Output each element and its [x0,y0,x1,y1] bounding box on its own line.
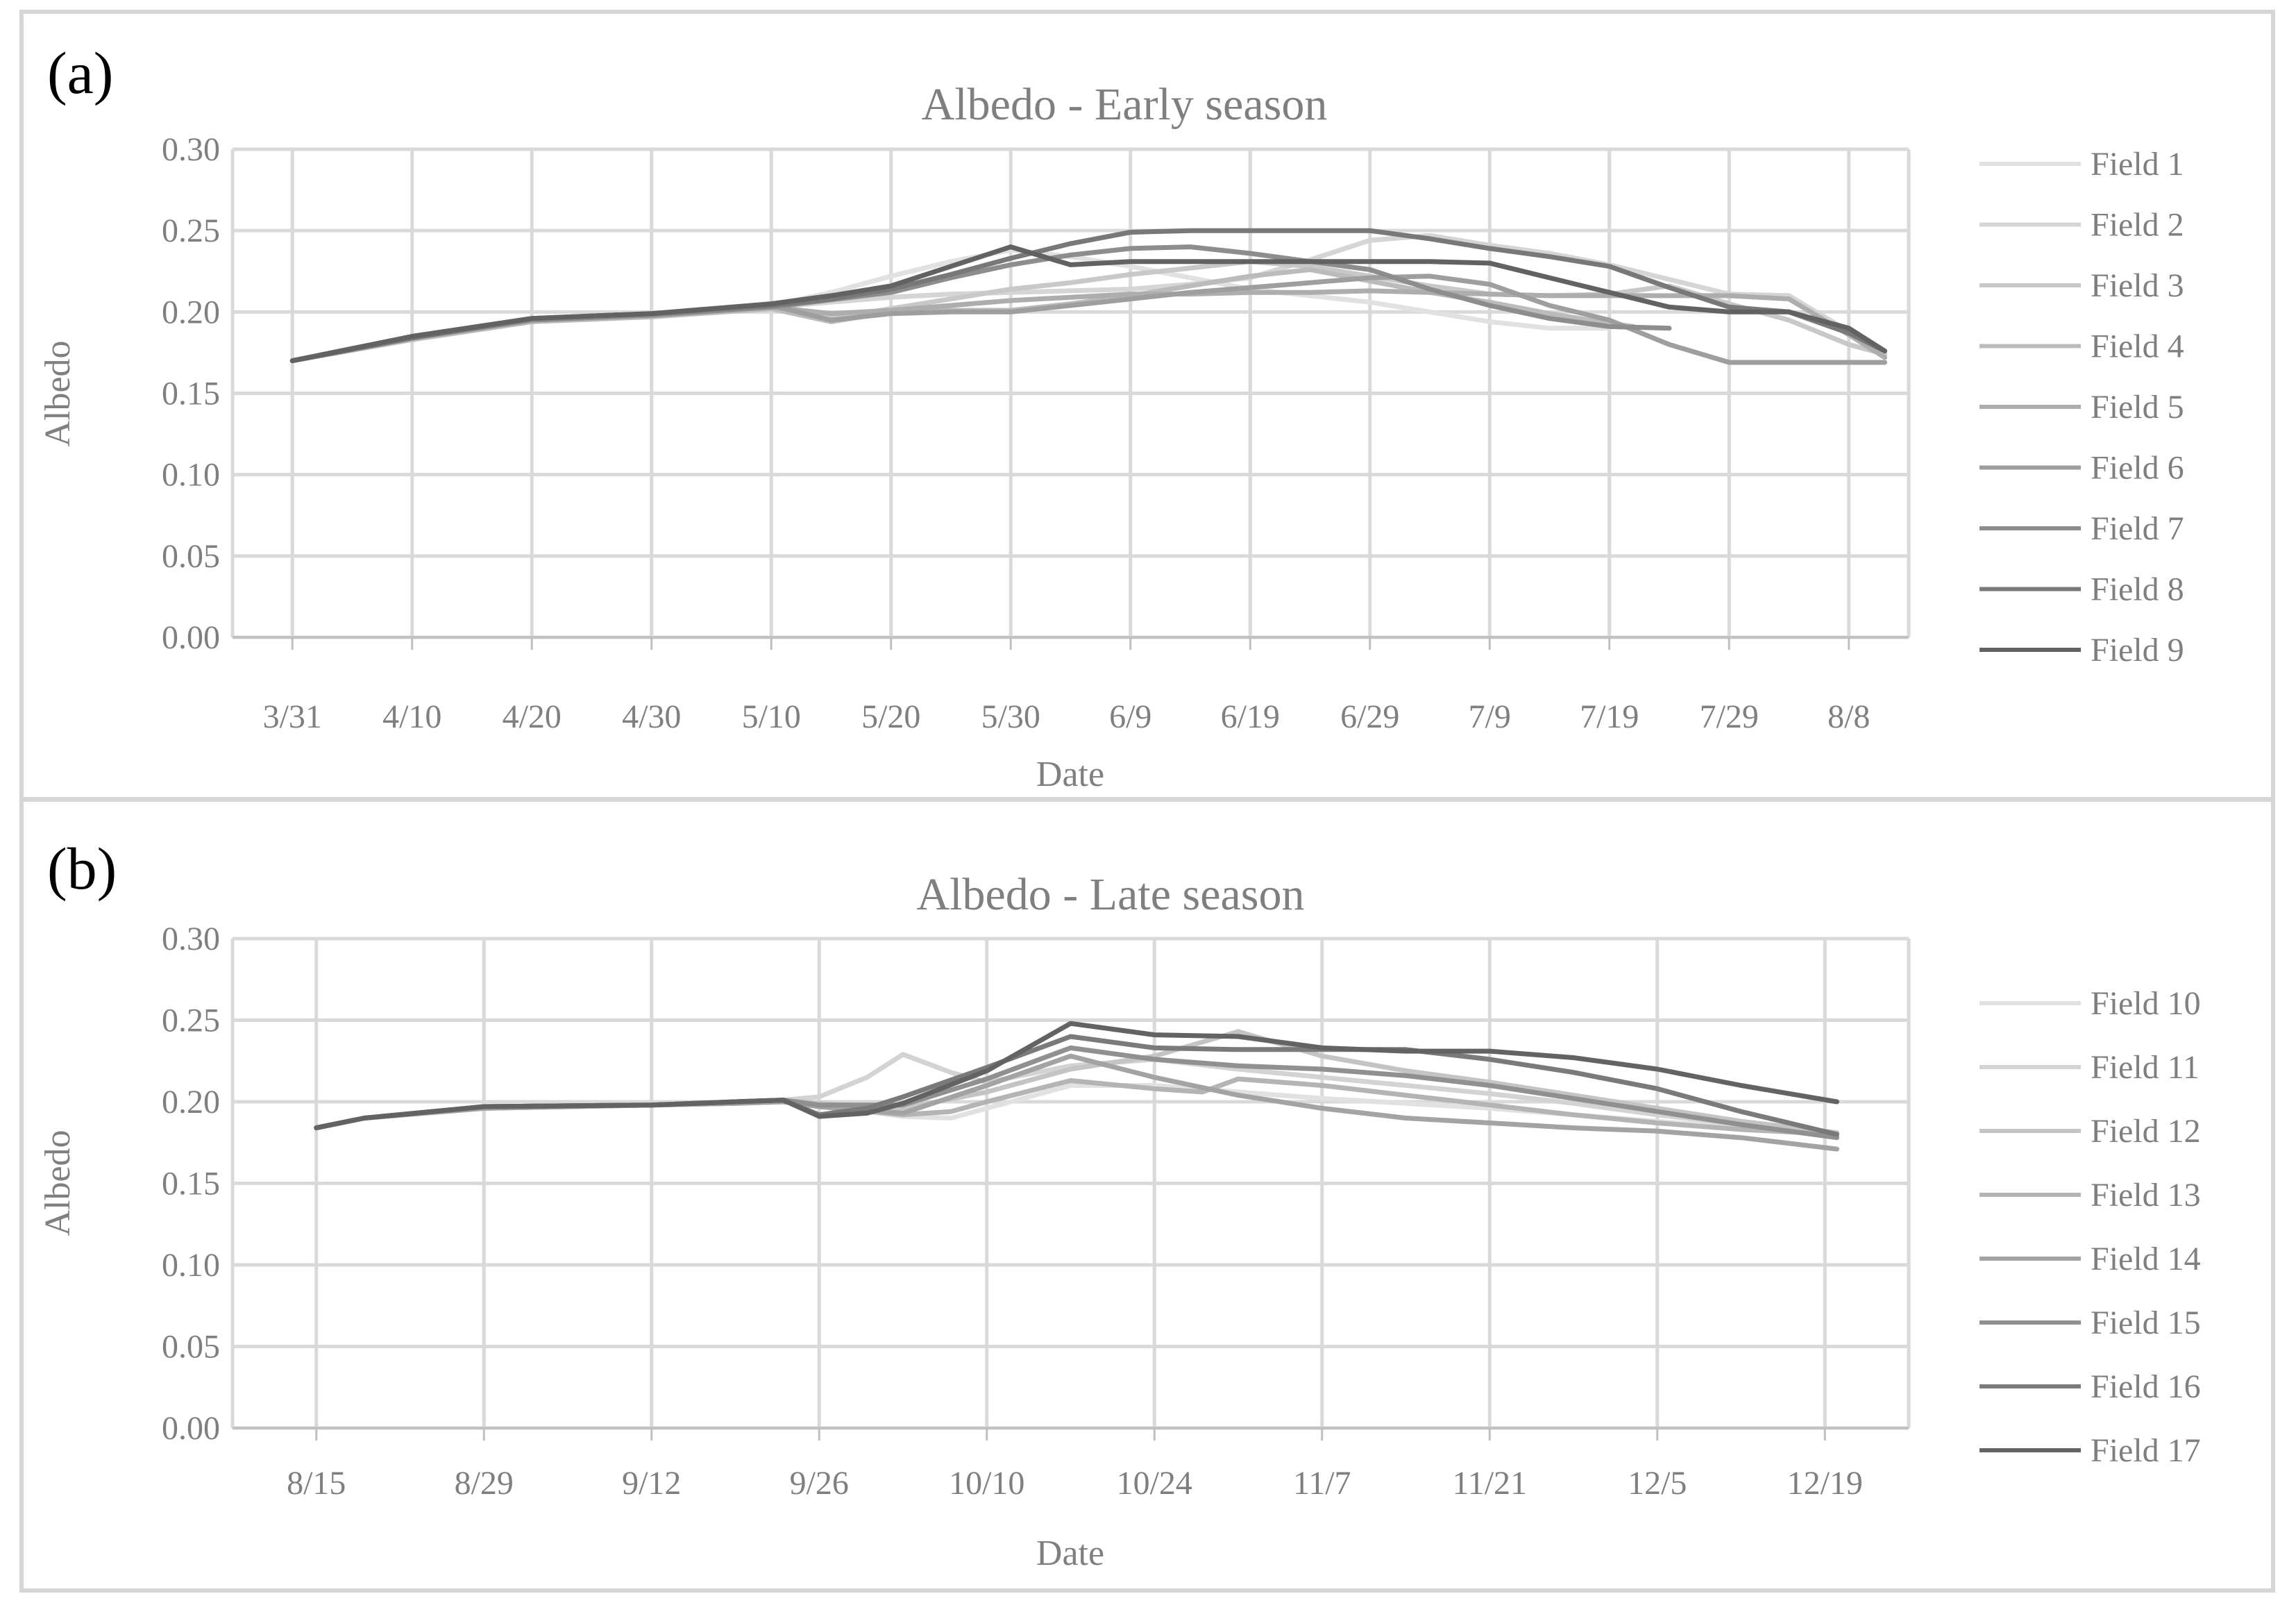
y-axis-tick-label: 0.00 [162,1410,220,1447]
legend-label: Field 7 [2091,510,2184,547]
panel-a-label: (a) [47,40,113,106]
legend-label: Field 13 [2091,1177,2201,1214]
x-axis-tick-label: 12/19 [1787,1465,1863,1502]
x-axis-tick-label: 9/12 [622,1465,681,1502]
chart-b-y-axis-title: Albedo [38,1130,78,1236]
x-axis-tick-label: 4/20 [503,698,562,735]
legend-label: Field 4 [2091,328,2184,365]
y-axis-tick-label: 0.25 [162,1002,220,1039]
x-axis-tick-label: 5/20 [861,698,920,735]
y-axis-tick-label: 0.15 [162,376,220,412]
legend-label: Field 11 [2091,1049,2200,1086]
chart-b-title: Albedo - Late season [917,869,1305,920]
legend-label: Field 6 [2091,450,2184,487]
y-axis-tick-label: 0.05 [162,538,220,575]
panel-divider [19,797,2275,802]
x-axis-tick-label: 4/10 [382,698,441,735]
x-axis-tick-label: 5/30 [981,698,1040,735]
y-axis-tick-label: 0.05 [162,1329,220,1366]
legend-label: Field 12 [2091,1113,2201,1150]
chart-early-season: 0.30 0.25 0.20 0.15 0.10 0.05 0.00 3/31 4/10 4/20… [38,40,2184,794]
legend-label: Field 3 [2091,267,2184,304]
x-axis-tick-label: 10/10 [949,1465,1024,1502]
chart-a-title: Albedo - Early season [922,79,1328,130]
legend-label: Field 8 [2091,571,2184,608]
y-axis-tick-label: 0.25 [162,212,220,249]
x-axis-tick-label: 4/30 [622,698,681,735]
x-axis-tick-label: 9/26 [790,1465,849,1502]
legend-label: Field 10 [2091,985,2201,1022]
x-axis-tick-label: 8/29 [455,1465,514,1502]
y-axis-tick-label: 0.10 [162,1247,220,1284]
chart-late-season: 0.30 0.25 0.20 0.15 0.10 0.05 0.00 8/15 8/29 9/12… [38,835,2201,1573]
legend-label: Field 5 [2091,389,2184,426]
x-axis-tick-label: 3/31 [263,698,322,735]
x-axis-tick-label: 5/10 [742,698,801,735]
y-axis-tick-label: 0.00 [162,619,220,656]
x-axis-tick-label: 8/15 [287,1465,346,1502]
x-axis-tick-label: 6/9 [1109,698,1151,735]
chart-a-y-axis-title: Albedo [38,340,78,446]
y-axis-tick-label: 0.30 [162,921,220,957]
x-axis-tick-label: 11/21 [1452,1465,1527,1502]
plot-area-early: 0.30 0.25 0.20 0.15 0.10 0.05 0.00 3/31 4/10 4/20… [162,131,2184,735]
y-axis-tick-label: 0.20 [162,1084,220,1121]
chart-b-x-axis-title: Date [1036,1534,1104,1573]
panel-b-label: (b) [47,835,117,902]
legend-label: Field 16 [2091,1368,2201,1405]
x-axis-tick-label: 7/29 [1700,698,1759,735]
x-axis-tick-label: 7/9 [1469,698,1511,735]
chart-a-x-axis-title: Date [1036,755,1104,794]
legend-label: Field 1 [2091,146,2184,183]
series-line-field-17 [314,1021,1839,1131]
series-line-field-9 [289,244,1887,364]
legend-label: Field 9 [2091,632,2184,669]
y-axis-tick-label: 0.15 [162,1166,220,1202]
legend-label: Field 14 [2091,1241,2201,1277]
series-line-field-4 [289,267,1636,364]
x-axis-tick-label: 6/29 [1340,698,1399,735]
x-axis-tick-label: 12/5 [1628,1465,1687,1502]
x-axis-tick-label: 11/7 [1293,1465,1351,1502]
y-axis-tick-label: 0.30 [162,131,220,168]
x-axis-tick-label: 7/19 [1580,698,1639,735]
legend-label: Field 17 [2091,1432,2201,1469]
plot-area-late: 0.30 0.25 0.20 0.15 0.10 0.05 0.00 8/15 8/29 9/12… [162,921,2201,1502]
y-axis-tick-label: 0.20 [162,294,220,330]
y-axis-tick-label: 0.10 [162,457,220,494]
x-axis-tick-label: 10/24 [1117,1465,1192,1502]
x-axis-tick-label: 8/8 [1827,698,1870,735]
legend-label: Field 2 [2091,207,2184,244]
x-axis-tick-label: 6/19 [1221,698,1280,735]
legend-label: Field 15 [2091,1304,2201,1341]
